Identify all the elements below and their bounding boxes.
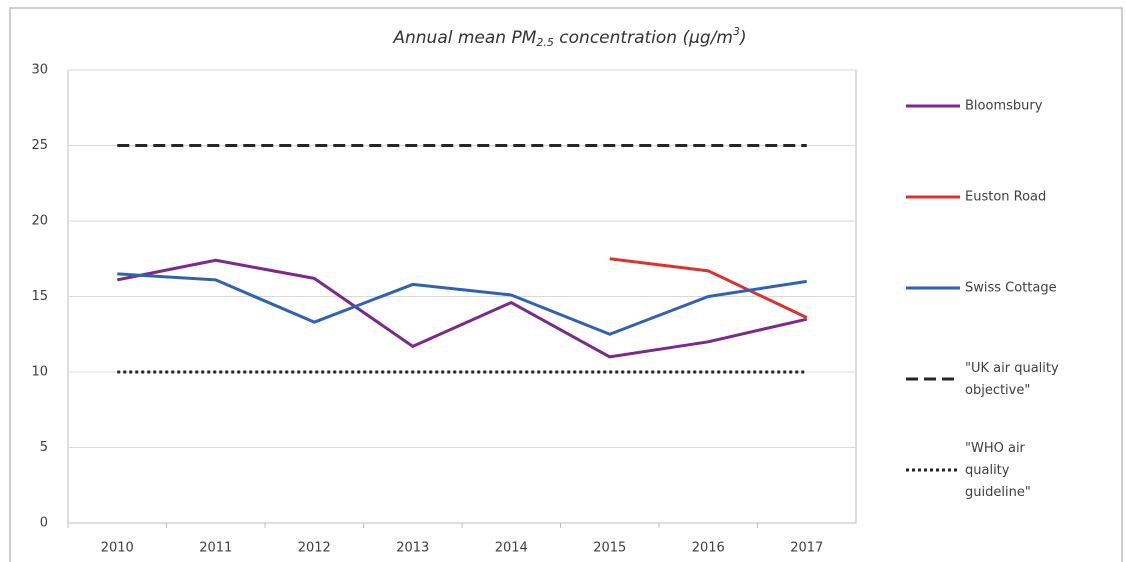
y-tick-label: 25 [31,138,48,153]
x-tick-label: 2015 [593,541,626,556]
x-tick-label: 2014 [495,541,528,556]
y-tick-label: 30 [31,63,48,78]
title-superscript: 3 [733,25,740,38]
title-part: concentration (µg/m [554,28,733,48]
y-tick-label: 20 [31,214,48,229]
x-tick-label: 2010 [101,541,134,556]
y-tick-label: 0 [40,516,48,531]
series-line [116,258,808,359]
chart-border [9,7,1123,562]
x-tick-label: 2011 [199,541,232,556]
title-subscript: 2.5 [536,36,554,49]
legend-label: "UK air quality objective" [965,361,1059,398]
series-line [609,257,808,319]
legend-label: Bloomsbury [965,99,1043,114]
legend-label: "WHO air quality guideline" [965,441,1031,500]
x-tick-label: 2012 [298,541,331,556]
legend-label: Swiss Cottage [965,281,1057,296]
title-part: Annual mean PM [392,28,536,48]
legend-label: Euston Road [965,190,1046,205]
y-tick-label: 15 [31,289,48,304]
chart-title: Annual mean PM2.5 concentration (µg/m3) [392,25,746,49]
title-part: ) [738,28,747,48]
y-tick-label: 5 [40,440,48,455]
x-tick-label: 2017 [790,541,823,556]
y-tick-label: 10 [31,365,48,380]
series-line [117,272,807,336]
x-tick-label: 2016 [692,541,725,556]
x-tick-label: 2013 [396,541,429,556]
